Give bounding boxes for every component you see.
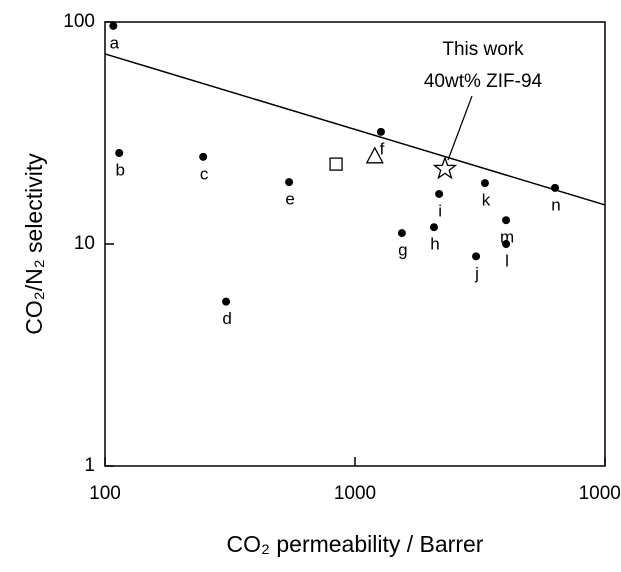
annotation-arrow (447, 95, 473, 161)
point (329, 157, 343, 171)
point (551, 183, 560, 192)
point (199, 152, 208, 161)
point-label: e (285, 190, 294, 209)
point (376, 127, 385, 136)
point (432, 155, 458, 180)
point (222, 297, 231, 306)
x-axis-title: CO₂ permeability / Barrer (227, 531, 484, 557)
point-label: h (430, 235, 439, 254)
point (115, 148, 124, 157)
point (365, 146, 384, 164)
upper-bound-line (104, 53, 606, 206)
y-tick-label: 1 (84, 455, 95, 476)
point (480, 179, 489, 188)
point (502, 216, 511, 225)
x-tick-label: 1000 (334, 483, 376, 504)
y-tick-label: 10 (74, 233, 95, 254)
point (502, 240, 511, 248)
y-axis-title: CO₂/N₂ selectivity (21, 153, 47, 335)
point-label: j (474, 264, 479, 283)
y-tick-label: 100 (63, 11, 95, 32)
point (285, 178, 294, 187)
point-label: c (200, 164, 209, 183)
point (109, 21, 118, 30)
point (397, 229, 406, 238)
point-label: a (110, 33, 120, 52)
point-label: f (380, 139, 385, 158)
annotation: This work (442, 39, 524, 60)
point-label: i (438, 201, 442, 220)
point-label: l (505, 251, 509, 270)
point-label: n (551, 195, 560, 214)
point-label: m (500, 228, 514, 247)
annotation: 40wt% ZIF-94 (424, 71, 543, 92)
point-label: d (222, 309, 231, 328)
x-tick-label: 10000 (579, 483, 621, 504)
point (429, 223, 438, 232)
point (435, 189, 444, 198)
point-label: g (398, 241, 407, 260)
point (472, 252, 481, 261)
point-label: b (115, 160, 124, 179)
x-tick-label: 100 (89, 483, 121, 504)
point-label: k (482, 191, 491, 210)
